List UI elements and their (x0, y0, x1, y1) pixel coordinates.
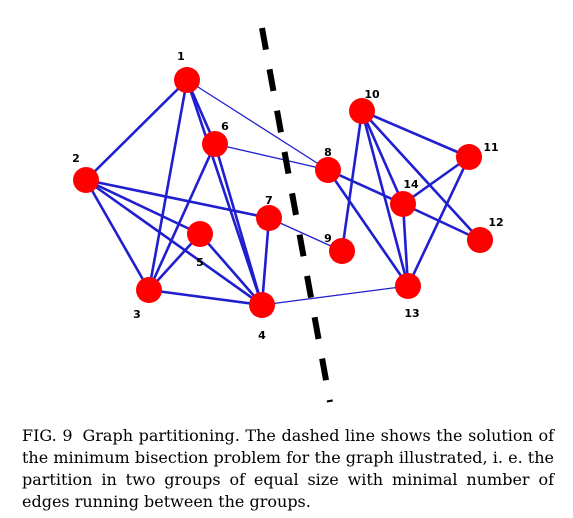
node-4 (249, 292, 275, 318)
caption-text: Graph partitioning. The dashed line show… (22, 426, 555, 511)
node-label-14: 14 (403, 178, 419, 191)
node-label-12: 12 (488, 216, 503, 229)
node-2 (73, 167, 99, 193)
cut-edge-7-9 (268, 217, 343, 252)
node-12 (467, 227, 493, 253)
node-label-5: 5 (196, 256, 204, 269)
edge-2-5 (85, 178, 201, 236)
edge-5-4 (199, 233, 263, 306)
cut-edge-1-8 (186, 79, 329, 171)
node-10 (349, 98, 375, 124)
edge-7-4 (260, 217, 271, 306)
node-9 (329, 238, 355, 264)
node-11 (456, 144, 482, 170)
edge-6-4 (213, 143, 264, 306)
node-label-8: 8 (324, 146, 332, 159)
edge-10-13 (360, 110, 410, 287)
edge-8-14 (327, 168, 404, 206)
node-13 (395, 273, 421, 299)
edge-1-2 (85, 79, 188, 181)
bisection-dashed-line (259, 27, 333, 403)
edge-14-13 (401, 203, 410, 287)
edge-3-4 (148, 288, 263, 307)
caption-label: FIG. 9 (22, 426, 73, 445)
node-label-7: 7 (265, 194, 273, 207)
edge-8-13 (326, 169, 410, 287)
node-layer (73, 67, 493, 318)
node-label-6: 6 (221, 120, 229, 133)
node-label-1: 1 (177, 50, 185, 63)
cut-edge-6-8 (214, 143, 329, 171)
edge-2-7 (85, 178, 270, 220)
node-6 (202, 131, 228, 157)
node-label-4: 4 (258, 329, 266, 342)
edge-2-3 (84, 179, 151, 291)
node-7 (256, 205, 282, 231)
node-label-13: 13 (404, 307, 419, 320)
edge-layer (84, 79, 481, 307)
graph-figure: 1 2 3 4 5 6 7 8 9 10 11 12 13 14 (72, 27, 504, 403)
node-5 (187, 221, 213, 247)
node-label-10: 10 (364, 88, 380, 101)
node-label-9: 9 (324, 232, 332, 245)
edge-10-11 (361, 109, 470, 159)
cut-edge-4-13 (261, 285, 409, 306)
figure-caption: FIG. 9 Graph partitioning. The dashed lin… (22, 425, 554, 513)
node-3 (136, 277, 162, 303)
edge-2-4 (85, 178, 263, 307)
node-8 (315, 157, 341, 183)
edge-14-12 (402, 202, 481, 242)
edge-10-14 (360, 110, 405, 205)
edge-3-6 (147, 143, 217, 291)
edge-10-12 (361, 110, 481, 241)
node-label-3: 3 (133, 308, 141, 321)
node-14 (390, 191, 416, 217)
node-1 (174, 67, 200, 93)
node-label-2: 2 (72, 152, 80, 165)
edge-1-4 (185, 79, 264, 306)
node-label-11: 11 (483, 141, 498, 154)
edge-1-3 (147, 79, 189, 291)
edge-11-14 (402, 155, 470, 206)
